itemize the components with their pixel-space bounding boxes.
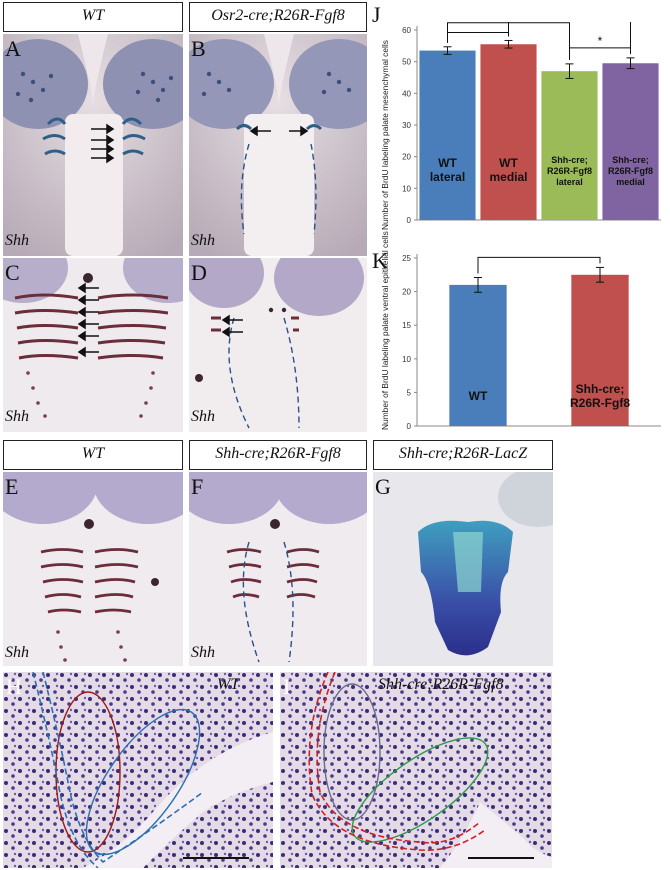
panel-letter-a: A (5, 36, 21, 61)
significance-bracket (508, 22, 631, 54)
panel-letter-h: H (6, 674, 22, 699)
category-label: medial (616, 177, 645, 187)
panel-f-drawing (189, 472, 367, 666)
category-label: Shh-cre; (612, 155, 649, 165)
y-tick-label: 40 (402, 89, 411, 98)
significance-label: * (598, 34, 603, 48)
panel-c-drawing (3, 258, 183, 432)
gene-label-c: Shh (5, 408, 29, 425)
panel-letter-f: F (191, 474, 204, 499)
significance-bracket (447, 31, 509, 43)
category-label: WT (469, 389, 488, 403)
panel-i-image: I Shh-cre;R26R-Fgf8 (280, 672, 552, 868)
chart-k: 0 5 10 15 20 25 WT Shh-cre;R26R-Fgf8 (402, 254, 661, 431)
category-label: lateral (430, 170, 465, 184)
panel-g-image: G (373, 472, 553, 666)
title-shh-f: Shh-cre;R26R-Fgf8 (189, 440, 367, 470)
y-tick-label: 10 (402, 355, 411, 364)
category-label: R26R-Fgf8 (547, 166, 592, 176)
y-tick-label: 10 (402, 184, 411, 193)
chart-j-ylabel: Number of BrdU labeling palate mesenchym… (380, 40, 390, 230)
category-label: WT (499, 156, 518, 170)
panel-letter-g: G (375, 474, 391, 499)
category-label: WT (438, 156, 457, 170)
chart-k-ylabel: Number of BrdU labeling palate ventral e… (380, 231, 390, 430)
panel-g-drawing (373, 472, 553, 666)
panel-letter-j: J (372, 2, 381, 27)
bar (419, 50, 476, 220)
title-osr2-b: Osr2-cre;R26R-Fgf8 (189, 2, 367, 32)
y-tick-label: 15 (402, 321, 411, 330)
gene-label-b: Shh (191, 232, 215, 249)
y-tick-label: 20 (402, 288, 411, 297)
bar (602, 63, 659, 220)
panel-letter-k: K (372, 248, 388, 273)
bar (480, 44, 537, 220)
panel-letter-d: D (191, 260, 207, 285)
category-label: lateral (556, 177, 583, 187)
y-tick-label: 20 (402, 153, 411, 162)
histology-i-label: Shh-cre;R26R-Fgf8 (378, 676, 504, 693)
panel-letter-i: I (283, 674, 291, 699)
panel-b-image: B Shh (189, 34, 367, 256)
gene-label-f: Shh (191, 644, 215, 661)
y-tick-label: 50 (402, 58, 411, 67)
y-tick-label: 60 (402, 26, 411, 35)
bar (541, 71, 598, 220)
category-label: medial (489, 170, 527, 184)
significance-bracket (477, 256, 601, 274)
y-tick-label: 0 (407, 216, 412, 225)
panel-a-drawing (3, 34, 183, 256)
panel-d-drawing (189, 258, 367, 432)
panel-i-drawing (280, 672, 552, 868)
histology-h-label: WT (217, 676, 240, 693)
category-label: Shh-cre; (551, 155, 588, 165)
significance-bracket (569, 47, 631, 60)
title-wt-a: WT (3, 2, 183, 32)
panel-letter-b: B (191, 36, 206, 61)
category-label: R26R-Fgf8 (570, 396, 630, 410)
panel-e-image: E Shh (3, 472, 183, 666)
panel-f-image: F Shh (189, 472, 367, 666)
title-wt-e: WT (3, 440, 183, 470)
gene-label-d: Shh (191, 408, 215, 425)
chart-j: 0102030405060WTlateralWTmedialShh-cre;R2… (402, 22, 661, 225)
y-tick-label: 5 (407, 388, 412, 397)
panel-d-image: D Shh (189, 258, 367, 432)
y-tick-label: 0 (407, 422, 412, 431)
panel-letter-e: E (5, 474, 19, 499)
category-label: Shh-cre; (576, 382, 625, 396)
panel-h-image: H WT (3, 672, 273, 868)
category-label: R26R-Fgf8 (608, 166, 653, 176)
gene-label-e: Shh (5, 644, 29, 661)
bar (449, 284, 507, 426)
gene-label-a: Shh (5, 232, 29, 249)
panel-h-drawing (3, 672, 273, 868)
bar (571, 274, 629, 426)
y-tick-label: 25 (402, 254, 411, 263)
panel-e-drawing (3, 472, 183, 666)
panel-letter-c: C (5, 260, 20, 285)
title-lacz-g: Shh-cre;R26R-LacZ (373, 440, 553, 470)
panel-b-drawing (189, 34, 367, 256)
panel-c-image: C Shh (3, 258, 183, 432)
panel-a-image: A Shh (3, 34, 183, 256)
y-tick-label: 30 (402, 121, 411, 130)
